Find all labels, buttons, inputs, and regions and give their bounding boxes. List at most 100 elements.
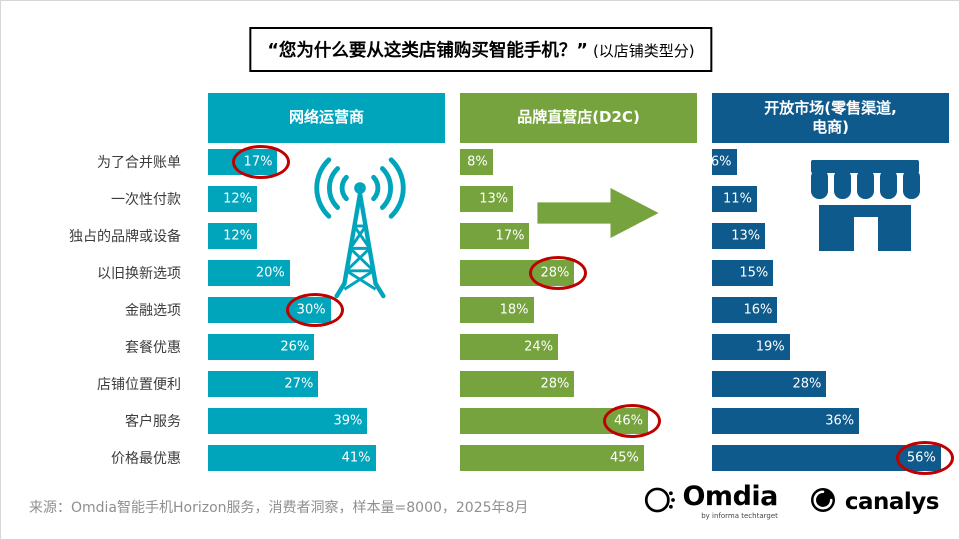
bar-value-label: 24%: [524, 339, 554, 354]
bar-cell: 8%: [460, 143, 697, 180]
row-label: 一次性付款: [111, 191, 181, 208]
bar-cell: 13%: [460, 180, 697, 217]
bar-value-label: 39%: [333, 413, 363, 428]
bar-value-label: 28%: [540, 265, 570, 280]
bar: 28%: [460, 370, 575, 397]
bar-cell: 28%: [460, 365, 697, 402]
bar-value-label: 36%: [825, 413, 855, 428]
bar-value-label: 27%: [284, 376, 314, 391]
bar-cell: 17%: [460, 217, 697, 254]
bar-value-label: 46%: [614, 413, 643, 428]
storefront-icon: [807, 157, 923, 254]
bar: 41%: [208, 444, 376, 471]
bar: 8%: [460, 148, 493, 175]
omdia-logo-icon: [642, 483, 676, 521]
bar-value-label: 13%: [479, 191, 509, 206]
bar: 13%: [460, 185, 514, 212]
bar-cell: 28%: [712, 365, 949, 402]
bar-cell: 24%: [460, 328, 697, 365]
column-header-brand-d2c: 品牌直营店(D2C): [460, 93, 697, 143]
bar: 30%: [208, 292, 344, 327]
chart-title-box: “您为什么要从这类店铺购买智能手机？” (以店铺类型分): [249, 27, 713, 72]
omdia-logo: Omdia by informa techtarget: [642, 481, 778, 521]
arrow-right-icon: [535, 188, 661, 238]
bar: 27%: [208, 370, 319, 397]
bar-cell: 56%: [712, 439, 954, 476]
bar-value-label: 18%: [499, 302, 529, 317]
bar-value-label: 11%: [723, 191, 752, 206]
bar-value-label: 19%: [755, 339, 785, 354]
bar: 15%: [712, 259, 774, 286]
bar: 17%: [208, 144, 291, 179]
bar-value-label: 56%: [906, 450, 936, 465]
bar-value-label: 28%: [792, 376, 822, 391]
bar-value-label: 13%: [731, 228, 761, 243]
column-header-network-operator: 网络运营商: [208, 93, 445, 143]
bar-value-label: 12%: [223, 191, 253, 206]
bar: 16%: [712, 296, 778, 323]
chart-title: “您为什么要从这类店铺购买智能手机？”: [267, 41, 588, 61]
bar-cell: 12%: [208, 217, 445, 254]
bar: 39%: [208, 407, 368, 434]
bar-cell: 6%: [710, 143, 949, 180]
radio-tower-icon: [301, 153, 419, 299]
row-label: 店铺位置便利: [97, 376, 181, 393]
row-label: 价格最优惠: [111, 450, 181, 467]
bar-cell: 13%: [712, 217, 949, 254]
bar-value-label: 17%: [243, 154, 273, 169]
bar-cell: 15%: [712, 254, 949, 291]
bar-value-label: 41%: [341, 450, 371, 465]
bar-cell: 28%: [460, 254, 697, 291]
chart-corner: [11, 93, 193, 143]
bar: 46%: [460, 403, 661, 438]
bar-value-label: 17%: [495, 228, 525, 243]
bar: 20%: [208, 259, 290, 286]
bar-cell: 18%: [460, 291, 697, 328]
bar: 56%: [712, 440, 954, 475]
bar-value-label: 20%: [255, 265, 285, 280]
bar-cell: 39%: [208, 402, 445, 439]
bar: 26%: [208, 333, 315, 360]
bar-cell: 41%: [208, 439, 445, 476]
bar-cell: 46%: [460, 402, 697, 439]
row-label: 以旧换新选项: [97, 265, 181, 282]
bar-value-label: 6%: [710, 154, 732, 169]
bar-cell: 20%: [208, 254, 445, 291]
bar: 28%: [712, 370, 827, 397]
bar-cell: 36%: [712, 402, 949, 439]
bar: 45%: [460, 444, 644, 471]
column-header-open-market: 开放市场(零售渠道, 电商): [712, 93, 949, 143]
bar: 24%: [460, 333, 559, 360]
logo-row: Omdia by informa techtarget canalys: [642, 481, 940, 521]
bar-value-label: 16%: [743, 302, 773, 317]
omdia-logo-textblock: Omdia by informa techtarget: [682, 481, 778, 520]
bar-value-label: 8%: [467, 154, 488, 169]
bar-value-label: 26%: [280, 339, 310, 354]
row-label: 套餐优惠: [125, 339, 181, 356]
source-note: 来源：Omdia智能手机Horizon服务，消费者洞察，样本量=8000，202…: [29, 500, 529, 516]
bar: 36%: [712, 407, 860, 434]
bar: 12%: [208, 222, 258, 249]
bar: 12%: [208, 185, 258, 212]
bar: 6%: [710, 148, 737, 175]
bar-value-label: 15%: [739, 265, 769, 280]
bar-value-label: 30%: [296, 302, 326, 317]
bar-value-label: 28%: [540, 376, 570, 391]
omdia-logo-subtext: by informa techtarget: [701, 512, 778, 520]
bar-cell: 27%: [208, 365, 445, 402]
bar: 17%: [460, 222, 530, 249]
grouped-bar-chart: 网络运营商 品牌直营店(D2C) 开放市场(零售渠道, 电商) 为了合并账单 17…: [11, 93, 954, 476]
chart-title-suffix: (以店铺类型分): [592, 42, 695, 60]
bar: 13%: [712, 222, 766, 249]
row-label: 独占的品牌或设备: [69, 228, 181, 245]
row-label: 金融选项: [125, 302, 181, 319]
bar-value-label: 45%: [609, 450, 639, 465]
bar: 28%: [460, 255, 588, 290]
omdia-logo-text: Omdia: [682, 481, 778, 512]
canalys-logo: canalys: [808, 485, 940, 519]
bar: 11%: [712, 185, 757, 212]
bar-cell: 19%: [712, 328, 949, 365]
bar-value-label: 12%: [223, 228, 253, 243]
bar-cell: 45%: [460, 439, 697, 476]
